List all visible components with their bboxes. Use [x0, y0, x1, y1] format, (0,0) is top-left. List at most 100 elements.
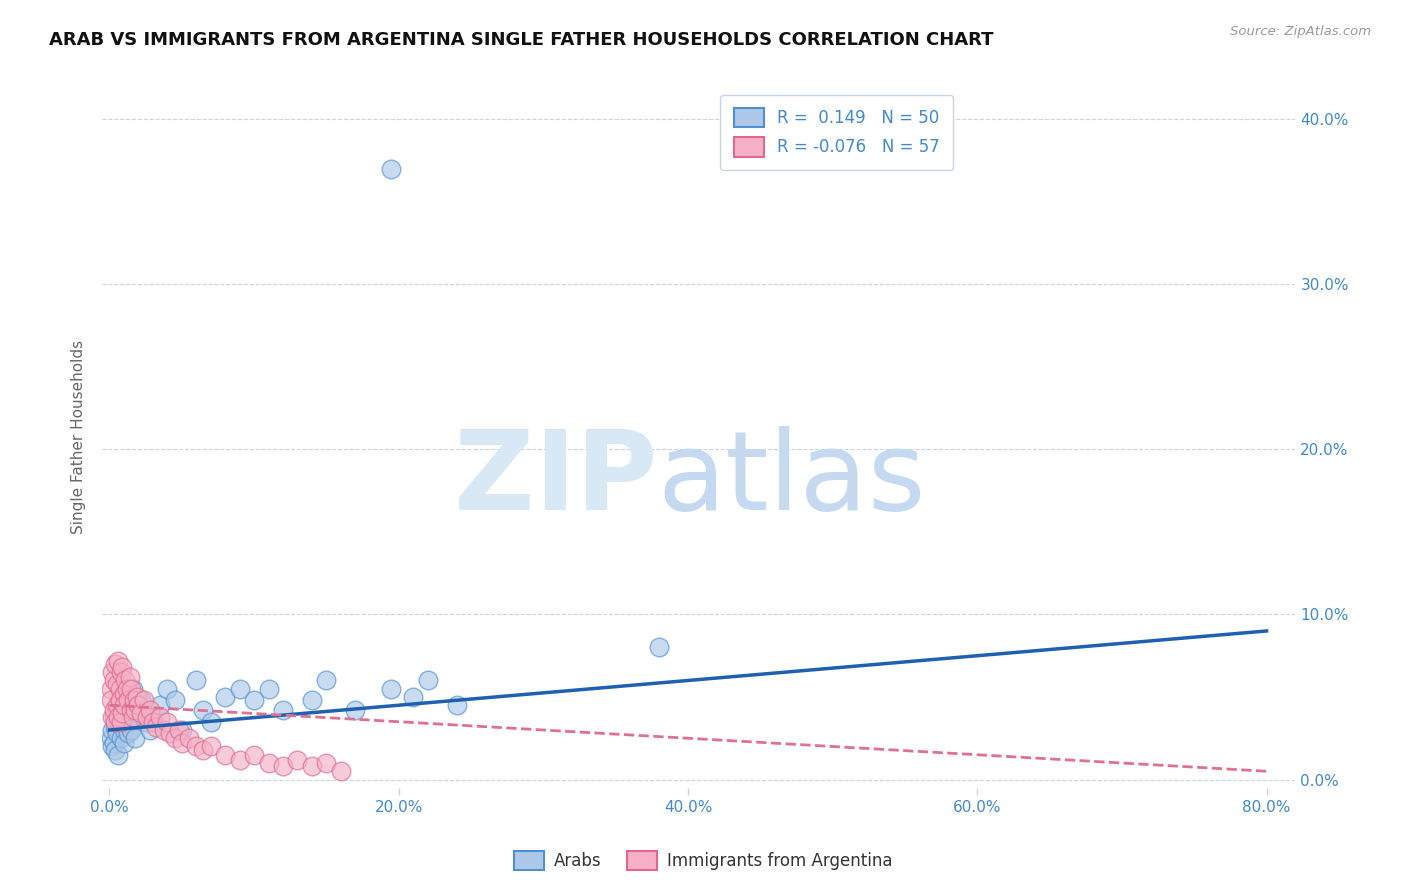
Point: [103, 673, 125, 688]
Point: [329, 764, 352, 779]
Point: [122, 693, 145, 707]
Point: [110, 731, 132, 746]
Point: [118, 670, 141, 684]
Point: [145, 720, 167, 734]
Point: [118, 706, 141, 721]
Point: [105, 698, 128, 713]
Y-axis label: Single Father Households: Single Father Households: [72, 340, 86, 534]
Point: [142, 714, 165, 729]
Point: [156, 714, 179, 729]
Point: [214, 690, 236, 704]
Point: [110, 665, 132, 680]
Point: [124, 703, 146, 717]
Point: [107, 747, 129, 762]
Point: [104, 657, 127, 671]
Point: [120, 723, 142, 737]
Point: [163, 731, 186, 746]
Point: [136, 710, 159, 724]
Point: [301, 759, 323, 773]
Point: [149, 698, 172, 713]
Point: [112, 723, 135, 737]
Point: [107, 710, 129, 724]
Point: [112, 736, 135, 750]
Point: [105, 703, 128, 717]
Point: [111, 660, 134, 674]
Point: [271, 759, 294, 773]
Point: [149, 710, 172, 724]
Point: [228, 681, 250, 696]
Legend: R =  0.149   N = 50, R = -0.076   N = 57: R = 0.149 N = 50, R = -0.076 N = 57: [720, 95, 953, 169]
Point: [127, 698, 149, 713]
Point: [243, 693, 266, 707]
Point: [121, 710, 143, 724]
Point: [315, 756, 337, 770]
Point: [112, 698, 135, 713]
Text: atlas: atlas: [657, 425, 925, 533]
Point: [114, 698, 136, 713]
Point: [105, 726, 128, 740]
Text: ARAB VS IMMIGRANTS FROM ARGENTINA SINGLE FATHER HOUSEHOLDS CORRELATION CHART: ARAB VS IMMIGRANTS FROM ARGENTINA SINGLE…: [49, 31, 994, 49]
Point: [112, 687, 135, 701]
Point: [301, 693, 323, 707]
Point: [110, 714, 132, 729]
Point: [214, 747, 236, 762]
Point: [170, 723, 193, 737]
Point: [101, 710, 124, 724]
Point: [257, 681, 280, 696]
Point: [115, 681, 138, 696]
Point: [107, 714, 129, 729]
Point: [108, 693, 131, 707]
Point: [129, 693, 152, 707]
Point: [228, 753, 250, 767]
Point: [100, 693, 122, 707]
Text: ZIP: ZIP: [454, 425, 657, 533]
Point: [257, 756, 280, 770]
Point: [122, 710, 145, 724]
Point: [380, 681, 402, 696]
Point: [380, 161, 402, 176]
Point: [193, 703, 215, 717]
Point: [104, 743, 127, 757]
Point: [117, 693, 139, 707]
Point: [243, 747, 266, 762]
Point: [170, 736, 193, 750]
Point: [402, 690, 425, 704]
Point: [105, 677, 128, 691]
Point: [121, 681, 143, 696]
Point: [129, 706, 152, 721]
Legend: Arabs, Immigrants from Argentina: Arabs, Immigrants from Argentina: [508, 844, 898, 877]
Point: [648, 640, 671, 655]
Point: [186, 739, 208, 754]
Point: [107, 654, 129, 668]
Point: [103, 703, 125, 717]
Point: [100, 731, 122, 746]
Point: [163, 693, 186, 707]
Point: [103, 710, 125, 724]
Point: [156, 681, 179, 696]
Text: Source: ZipAtlas.com: Source: ZipAtlas.com: [1230, 25, 1371, 38]
Point: [167, 723, 190, 737]
Point: [446, 698, 468, 713]
Point: [104, 714, 127, 729]
Point: [101, 739, 124, 754]
Point: [124, 731, 146, 746]
Point: [344, 703, 367, 717]
Point: [271, 703, 294, 717]
Point: [134, 693, 156, 707]
Point: [104, 720, 127, 734]
Point: [114, 673, 136, 688]
Point: [101, 723, 124, 737]
Point: [159, 726, 181, 740]
Point: [416, 673, 439, 688]
Point: [127, 703, 149, 717]
Point: [108, 693, 131, 707]
Point: [108, 681, 131, 696]
Point: [186, 673, 208, 688]
Point: [142, 710, 165, 724]
Point: [101, 665, 124, 680]
Point: [200, 714, 222, 729]
Point: [287, 753, 309, 767]
Point: [117, 726, 139, 740]
Point: [120, 681, 142, 696]
Point: [315, 673, 337, 688]
